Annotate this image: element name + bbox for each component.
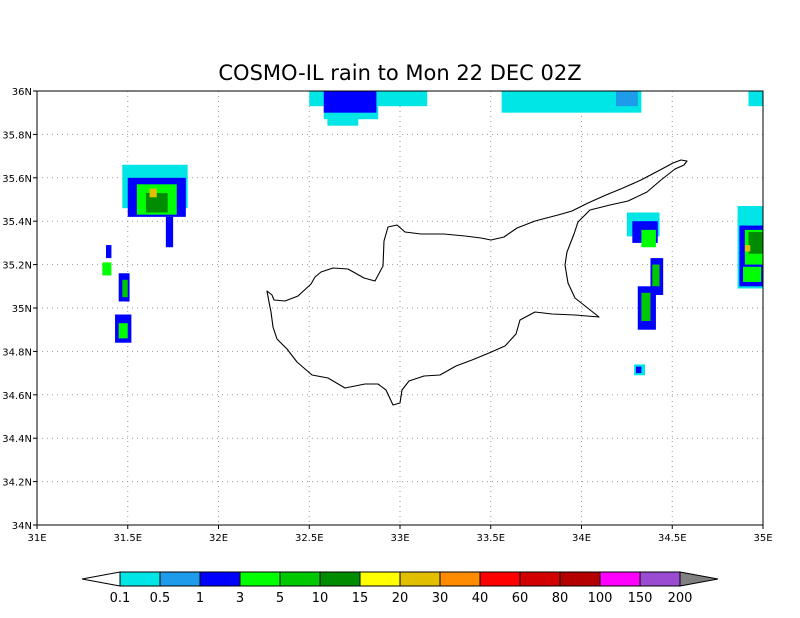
colorbar-label-0: 0.1 xyxy=(110,591,131,606)
rain-cell-13 xyxy=(105,245,112,259)
colorbar-swatch-7 xyxy=(399,571,441,587)
x-tick-label-5: 33.5E xyxy=(476,533,505,544)
y-tick-label-8: 35.6N xyxy=(2,174,32,185)
colorbar-swatch-10 xyxy=(519,571,561,587)
colorbar-label-1: 0.5 xyxy=(150,591,171,606)
rain-cell-6 xyxy=(748,91,763,107)
rain-cell-27 xyxy=(635,366,642,374)
y-tick-label-10: 36N xyxy=(12,87,32,98)
x-tick-label-2: 32E xyxy=(209,533,228,544)
rain-cell-16 xyxy=(122,279,128,298)
colorbar-label-2: 1 xyxy=(196,591,204,606)
colorbar-swatch-12 xyxy=(599,571,641,587)
x-tick-label-3: 32.5E xyxy=(295,533,324,544)
colorbar-swatch-13 xyxy=(639,571,681,587)
axis-ticks: 31E 31.5E 32E 32.5E 33E 33.5E 34E 34.5E 35E 34N 34… xyxy=(2,87,772,544)
colorbar-label-9: 40 xyxy=(472,591,489,606)
colorbar-label-5: 10 xyxy=(312,591,329,606)
y-tick-label-0: 34N xyxy=(12,521,32,532)
colorbar-swatch-1 xyxy=(159,571,201,587)
colorbar-legend: 0.1 0.5 1 3 5 10 15 20 30 40 60 80 100 150 200 xyxy=(81,571,719,606)
map-title: COSMO-IL rain to Mon 22 DEC 02Z xyxy=(218,61,581,85)
colorbar-label-14: 200 xyxy=(668,591,693,606)
rain-cell-5 xyxy=(615,91,638,107)
rain-cell-32 xyxy=(744,245,751,252)
rain-cell-25 xyxy=(641,292,651,322)
y-tick-label-4: 34.8N xyxy=(2,347,32,358)
rain-cell-23 xyxy=(652,264,660,287)
y-tick-label-7: 35.4N xyxy=(2,217,32,228)
rain-cell-14 xyxy=(102,262,112,276)
colorbar-swatch-0 xyxy=(119,571,161,587)
x-tick-label-8: 35E xyxy=(753,533,772,544)
rain-cell-31 xyxy=(748,232,763,254)
rain-cell-12 xyxy=(165,216,174,248)
rain-cell-4 xyxy=(501,91,642,113)
colorbar-label-12: 100 xyxy=(588,591,613,606)
colorbar-over-arrow xyxy=(679,571,719,587)
colorbar-label-4: 5 xyxy=(276,591,284,606)
y-tick-label-6: 35.2N xyxy=(2,261,32,272)
colorbar-label-8: 30 xyxy=(432,591,449,606)
rain-cell-18 xyxy=(118,323,128,339)
colorbar-label-7: 20 xyxy=(392,591,409,606)
rain-field xyxy=(102,91,763,376)
x-tick-label-0: 31E xyxy=(27,533,46,544)
colorbar-label-10: 60 xyxy=(512,591,529,606)
colorbar-label-13: 150 xyxy=(628,591,653,606)
colorbar-swatch-4 xyxy=(279,571,321,587)
colorbar-under-arrow xyxy=(81,571,121,587)
cyprus-coastline xyxy=(266,159,688,406)
colorbar-swatch-3 xyxy=(239,571,281,587)
colorbar-label-6: 15 xyxy=(352,591,369,606)
y-tick-label-9: 35.8N xyxy=(2,130,32,141)
rain-cell-11 xyxy=(149,188,157,198)
y-tick-label-2: 34.4N xyxy=(2,434,32,445)
colorbar-swatch-2 xyxy=(199,571,241,587)
rain-cell-21 xyxy=(641,229,656,248)
y-tick-label-1: 34.2N xyxy=(2,478,32,489)
colorbar-label-3: 3 xyxy=(236,591,244,606)
colorbar-swatch-8 xyxy=(439,571,481,587)
rain-cell-10 xyxy=(145,192,168,213)
colorbar-swatch-6 xyxy=(359,571,401,587)
y-tick-label-5: 35N xyxy=(12,304,32,315)
rain-cell-3 xyxy=(323,91,377,113)
x-tick-label-4: 33E xyxy=(390,533,409,544)
colorbar-label-11: 80 xyxy=(552,591,569,606)
colorbar-swatch-9 xyxy=(479,571,521,587)
colorbar-swatch-5 xyxy=(319,571,361,587)
map-panel: 31E 31.5E 32E 32.5E 33E 33.5E 34E 34.5E 35E 34N 34… xyxy=(2,87,772,544)
x-tick-label-6: 34E xyxy=(572,533,591,544)
x-tick-label-1: 31.5E xyxy=(113,533,142,544)
colorbar-swatch-11 xyxy=(559,571,601,587)
rain-cell-2 xyxy=(327,117,359,126)
x-tick-label-7: 34.5E xyxy=(658,533,687,544)
y-tick-label-3: 34.6N xyxy=(2,391,32,402)
rain-cell-33 xyxy=(743,266,762,282)
